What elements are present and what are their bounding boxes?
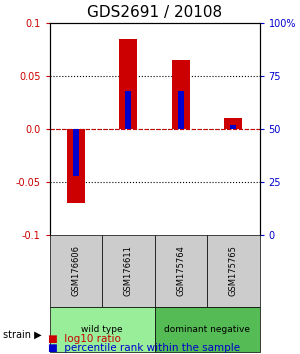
Text: wild type: wild type (81, 325, 123, 334)
Bar (230, 125, 236, 129)
Bar (224, 118, 242, 129)
Bar (50, 235, 102, 307)
Bar (172, 60, 190, 129)
Text: GSM175764: GSM175764 (176, 245, 185, 296)
Bar (207, 235, 260, 307)
Text: GSM175765: GSM175765 (229, 245, 238, 296)
Text: GSM176606: GSM176606 (71, 245, 80, 296)
Text: GSM176611: GSM176611 (124, 245, 133, 296)
Bar (154, 235, 207, 307)
Title: GDS2691 / 20108: GDS2691 / 20108 (87, 5, 222, 21)
Text: ■  percentile rank within the sample: ■ percentile rank within the sample (48, 343, 240, 353)
Bar (50, 307, 154, 352)
Text: dominant negative: dominant negative (164, 325, 250, 334)
Text: strain ▶: strain ▶ (3, 330, 42, 339)
Bar (154, 307, 260, 352)
Text: ■  log10 ratio: ■ log10 ratio (48, 334, 121, 344)
Bar (125, 91, 131, 129)
Bar (178, 91, 184, 129)
Bar (102, 235, 154, 307)
Bar (73, 129, 79, 176)
Bar (119, 39, 137, 129)
Bar (67, 129, 85, 203)
